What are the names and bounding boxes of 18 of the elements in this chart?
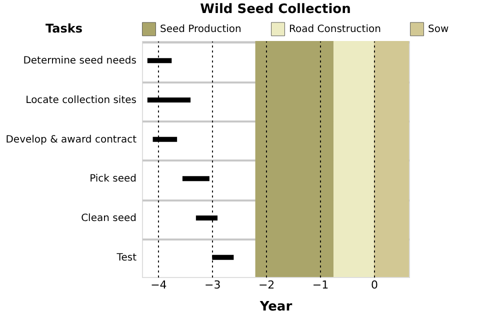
y-tick-label: Pick seed bbox=[90, 174, 136, 185]
x-tick-label: −3 bbox=[204, 278, 221, 292]
legend-label: Sow bbox=[428, 24, 449, 36]
x-tick-label: 0 bbox=[370, 278, 378, 292]
y-tick-label: Develop & award contract bbox=[6, 134, 137, 146]
x-tick-label: −2 bbox=[258, 278, 275, 292]
x-tick-label: −4 bbox=[150, 278, 167, 292]
bar bbox=[182, 176, 210, 182]
y-tick-label: Determine seed needs bbox=[23, 56, 136, 67]
x-axis-title: Year bbox=[258, 300, 293, 314]
x-tick-label: −1 bbox=[312, 278, 329, 292]
y-tick-label: Test bbox=[116, 252, 137, 264]
legend-label: Seed Production bbox=[160, 24, 242, 36]
y-tick-label: Locate collection sites bbox=[26, 95, 136, 106]
y-tick-label: Clean seed bbox=[81, 213, 136, 224]
legend-label: Road Construction bbox=[289, 24, 381, 36]
y-axis-title: Tasks bbox=[45, 22, 82, 36]
chart-title: Wild Seed Collection bbox=[200, 2, 351, 17]
